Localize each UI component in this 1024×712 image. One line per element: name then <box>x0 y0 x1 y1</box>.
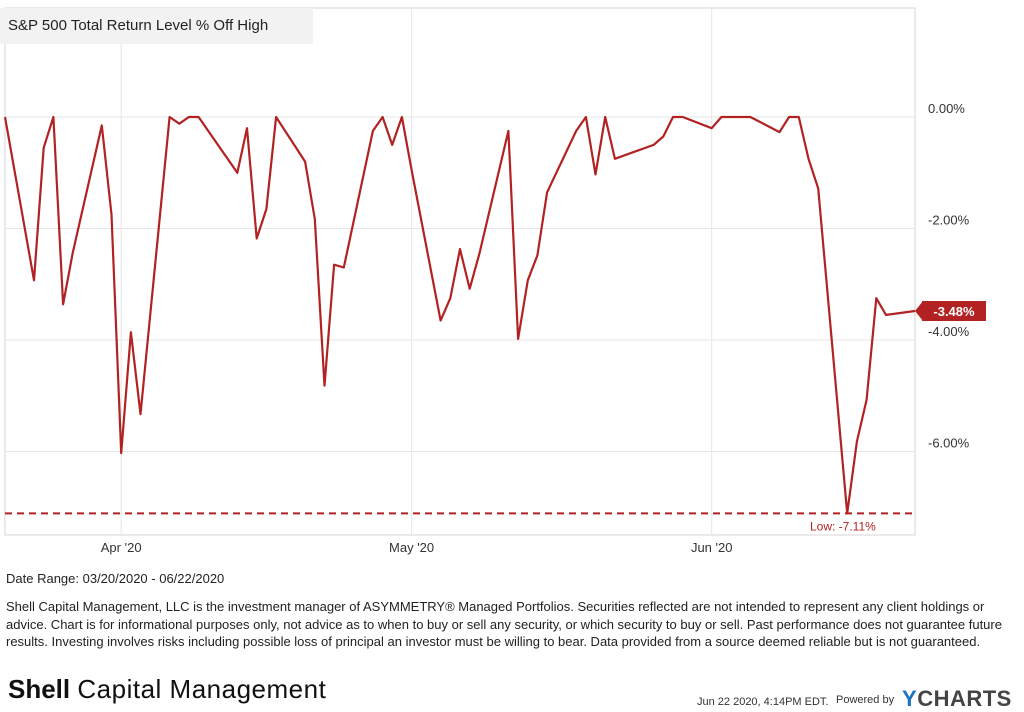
data-point <box>333 264 335 266</box>
data-point <box>120 452 122 454</box>
data-point <box>856 440 858 442</box>
ycharts-text: CHARTS <box>917 686 1012 711</box>
powered-by-label: Powered by <box>836 694 895 706</box>
data-point <box>788 116 790 118</box>
disclaimer-text: Shell Capital Management, LLC is the inv… <box>6 599 1002 649</box>
timestamp: Jun 22 2020, 4:14PM EDT. <box>697 696 829 708</box>
data-point <box>110 213 112 215</box>
x-tick-label: Jun '20 <box>691 540 733 555</box>
brand-rest: Capital Management <box>77 674 327 704</box>
data-point <box>168 116 170 118</box>
data-point <box>275 116 277 118</box>
brand-logo: Shell Capital Management <box>8 674 326 705</box>
data-point <box>72 251 74 253</box>
data-point <box>304 161 306 163</box>
data-point <box>236 172 238 174</box>
data-point <box>372 130 374 132</box>
data-point <box>614 158 616 160</box>
data-point <box>410 169 412 171</box>
data-point <box>33 279 35 281</box>
data-point <box>314 218 316 220</box>
data-point <box>682 116 684 118</box>
low-label: Low: -7.11% <box>810 519 876 533</box>
data-point <box>740 116 742 118</box>
data-point <box>43 147 45 149</box>
data-point <box>256 237 258 239</box>
chart-area: 0.00% -2.00% -4.00% -6.00% Apr '20 May '20 Jun… <box>3 7 986 555</box>
data-point <box>469 288 471 290</box>
data-point <box>401 116 403 118</box>
data-point <box>130 331 132 333</box>
data-point <box>246 127 248 129</box>
data-point <box>807 158 809 160</box>
data-point <box>265 208 267 210</box>
data-point <box>875 297 877 299</box>
data-point <box>585 116 587 118</box>
data-point <box>440 319 442 321</box>
date-range: Date Range: 03/20/2020 - 06/22/2020 <box>6 571 225 586</box>
data-point <box>323 385 325 387</box>
data-point <box>662 135 664 137</box>
y-tick-label: -2.00% <box>928 213 970 228</box>
data-point <box>507 130 509 132</box>
data-point <box>730 116 732 118</box>
data-point <box>4 116 6 118</box>
x-tick-label: May '20 <box>389 540 434 555</box>
data-point <box>178 123 180 125</box>
data-point <box>101 124 103 126</box>
data-point <box>865 399 867 401</box>
data-point <box>478 252 480 254</box>
data-point <box>594 173 596 175</box>
data-point <box>52 116 54 118</box>
data-point <box>711 127 713 129</box>
data-point <box>720 116 722 118</box>
data-point <box>817 187 819 189</box>
data-point <box>517 338 519 340</box>
last-value-label: -3.48% <box>933 304 975 319</box>
y-tick-label: -4.00% <box>928 324 970 339</box>
data-point <box>536 254 538 256</box>
plot-border <box>4 7 916 536</box>
data-point <box>546 191 548 193</box>
data-point <box>846 512 848 514</box>
data-point <box>62 303 64 305</box>
data-point <box>391 144 393 146</box>
data-point <box>139 413 141 415</box>
data-point <box>749 116 751 118</box>
chart-title: S&P 500 Total Return Level % Off High <box>0 8 313 44</box>
data-point <box>798 116 800 118</box>
data-point <box>672 116 674 118</box>
series-line <box>3 115 916 515</box>
brand-bold: Shell <box>8 674 71 704</box>
last-value-pointer <box>915 301 923 322</box>
data-point <box>604 116 606 118</box>
ycharts-logo[interactable]: YCHARTS <box>902 686 1012 712</box>
data-point <box>188 116 190 118</box>
data-point <box>459 248 461 250</box>
data-point <box>381 116 383 118</box>
data-point <box>575 130 577 132</box>
last-value-badge <box>922 301 986 322</box>
data-point <box>449 297 451 299</box>
data-point <box>527 279 529 281</box>
data-point <box>198 116 200 118</box>
data-point <box>778 131 780 133</box>
y-tick-label: -6.00% <box>928 436 970 451</box>
data-point <box>343 266 345 268</box>
ycharts-y-icon: Y <box>902 686 918 711</box>
data-point <box>885 314 887 316</box>
x-tick-label: Apr '20 <box>101 540 142 555</box>
data-point <box>653 144 655 146</box>
y-tick-label: 0.00% <box>928 101 965 116</box>
